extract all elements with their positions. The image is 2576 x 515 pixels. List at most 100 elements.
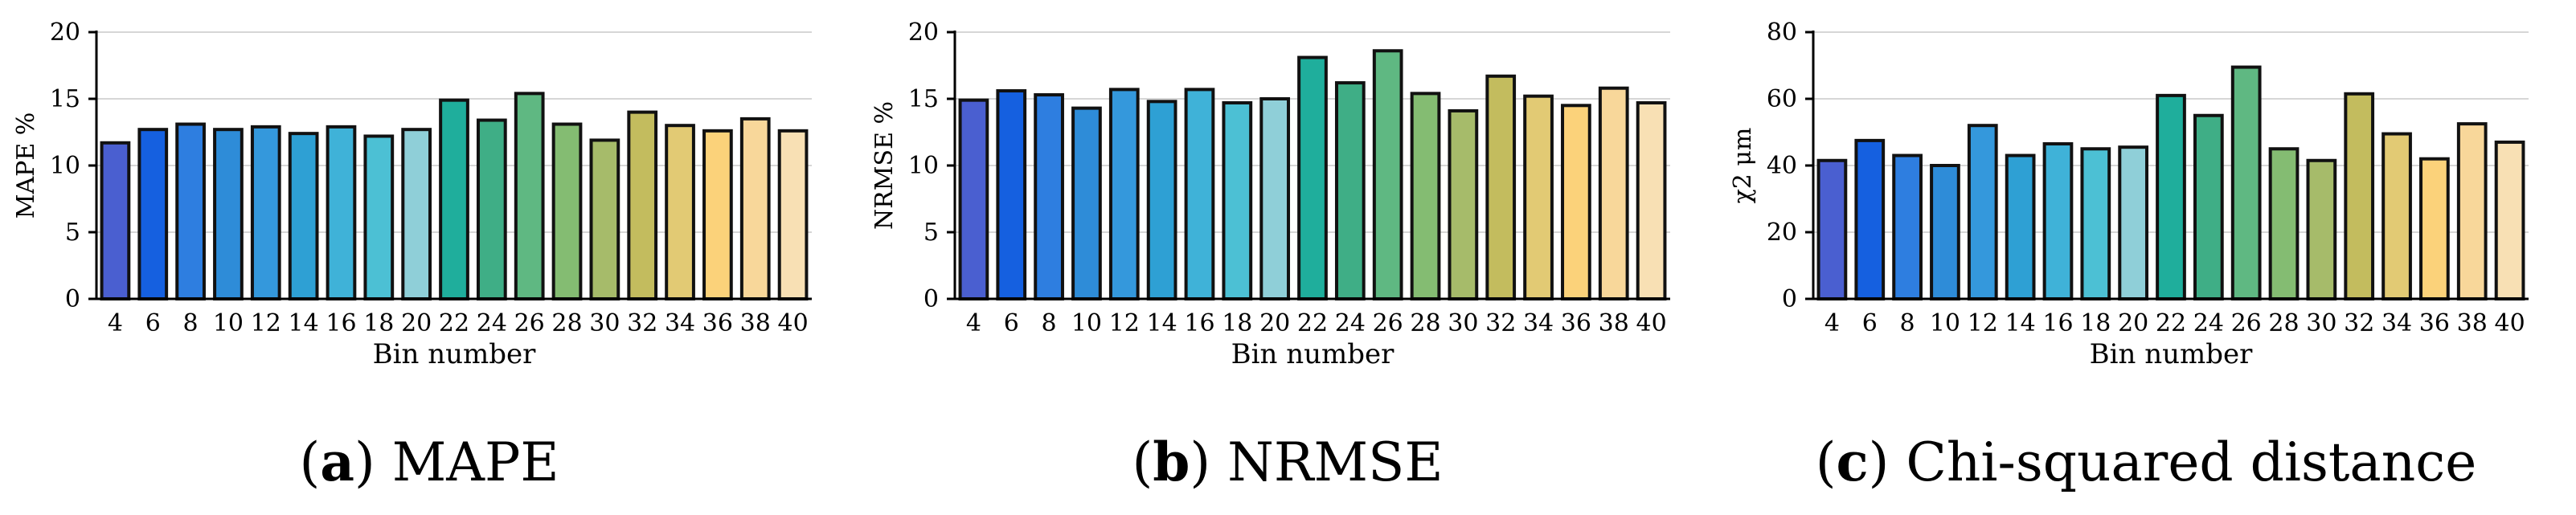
x-tick-label: 38 [740,309,771,337]
bar [1636,100,1667,301]
bar [1146,100,1177,300]
x-tick-label: 26 [2231,309,2262,337]
x-tick-label: 24 [2193,309,2224,337]
chi-squared-caption: (c) Chi-squared distance [1815,431,2477,493]
mape-caption: (a) MAPE [299,431,559,493]
y-tick-label: 80 [1767,18,1797,47]
bar [2306,158,2337,300]
y-tick-label: 20 [908,18,939,47]
x-tick-label: 40 [777,309,808,337]
caption-letter: b [1153,431,1190,493]
bar [777,129,809,300]
y-tick-label: 15 [908,85,939,113]
bar [2419,157,2450,300]
caption-text: MAPE [391,431,559,493]
caption-text: NRMSE [1227,431,1444,493]
y-tick-label: 40 [1767,152,1797,180]
x-tick-label: 14 [1147,309,1177,337]
bar [476,118,507,300]
bar [175,122,206,300]
y-tick-label: 5 [924,219,939,247]
y-tick-label: 0 [65,285,80,313]
y-tick-label: 20 [50,18,80,47]
bar [1297,55,1328,300]
bar [1561,104,1591,300]
bar [996,89,1027,300]
bar [2381,132,2412,300]
bar [2080,147,2111,300]
panel-chi-squared: 0 20 40 60 80 4 6 8 10 12 14 16 18 20 22 24 26 28 30 32 34 36… [1717,0,2575,515]
bar [1108,88,1140,300]
x-tick-label: 24 [1335,309,1366,337]
bar [2005,153,2036,300]
panel-mape: 0 5 10 15 20 4 6 8 10 12 14 16 18 20 22 24 26 28 30 32 34 36 3… [0,0,858,515]
bar [1071,106,1102,300]
y-tick-label: 15 [50,85,80,113]
x-tick-label: 12 [1109,309,1140,337]
y-tick-label: 60 [1767,85,1797,113]
bar [2268,147,2300,300]
bar [363,134,395,300]
x-tick-label: 28 [1410,309,1440,337]
x-tick-label: 16 [1184,309,1214,337]
x-tick-label: 6 [145,309,161,337]
bar [2118,145,2149,300]
bar [1222,100,1253,301]
x-tick-label: 18 [363,309,394,337]
x-tick-label: 40 [2494,309,2525,337]
x-tick-label: 32 [627,309,657,337]
x-tick-label: 10 [213,309,244,337]
caption-text: Chi-squared distance [1906,431,2477,493]
y-axis-label: χ2 μm [1729,128,1757,204]
y-axis-label: NRMSE % [870,101,899,230]
x-tick-label: 38 [1599,309,1629,337]
bar [100,141,131,300]
x-tick-label: 14 [289,309,319,337]
y-tick-label: 10 [908,152,939,180]
x-tick-label: 4 [108,309,123,337]
x-tick-label: 16 [326,309,356,337]
x-axis-label: Bin number [1231,338,1394,370]
bar [1034,93,1064,300]
y-tick-label: 0 [1782,285,1797,313]
x-tick-label: 22 [1297,309,1328,337]
x-tick-label: 32 [2344,309,2374,337]
bar [326,125,357,300]
x-tick-label: 16 [2042,309,2073,337]
x-tick-label: 4 [966,309,981,337]
x-tick-label: 22 [439,309,469,337]
y-tick-label: 5 [65,219,80,247]
y-tick-label: 0 [924,285,939,313]
x-tick-label: 8 [1900,309,1915,337]
y-tick-label: 20 [1767,219,1797,247]
x-tick-label: 30 [2306,309,2336,337]
bar [2494,140,2525,300]
x-tick-label: 36 [2419,309,2450,337]
bar [1816,158,1848,300]
x-tick-label: 6 [1862,309,1878,337]
bar [665,124,695,300]
bar [2344,92,2375,301]
x-tick-label: 10 [1071,309,1102,337]
bar [1372,49,1403,301]
bar [439,98,469,300]
x-tick-label: 32 [1485,309,1516,337]
bar [551,122,583,300]
bar [2230,65,2262,300]
x-tick-label: 10 [1930,309,1960,337]
panel-nrmse: 0 5 10 15 20 4 6 8 10 12 14 16 18 20 22 24 26 28 30 32 34 36 3… [858,0,1717,515]
y-axis-label: MAPE % [12,112,40,219]
x-tick-label: 28 [551,309,582,337]
x-tick-label: 6 [1004,309,1019,337]
x-tick-label: 26 [1373,309,1403,337]
bar [1930,164,1960,300]
y-tick-label: 10 [50,152,80,180]
x-tick-label: 30 [1448,309,1478,337]
bar [2193,113,2224,300]
bar [401,128,432,300]
bar [137,128,169,300]
x-axis-label: Bin number [373,338,536,370]
